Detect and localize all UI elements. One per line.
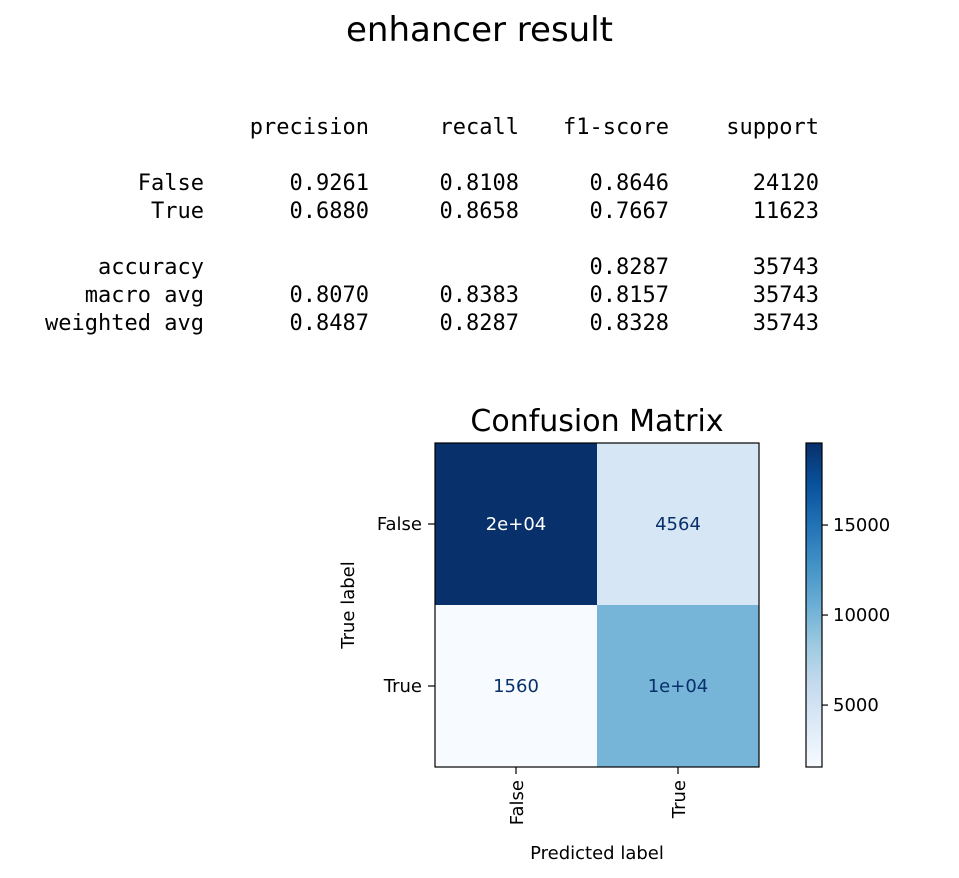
report-cell: 0.6880	[289, 199, 369, 224]
x-axis-label: Predicted label	[530, 843, 664, 864]
colorbar	[805, 442, 823, 768]
cell-value-label: 1e+04	[648, 676, 709, 697]
report-cell: 11623	[752, 199, 819, 224]
report-cell: 0.7667	[589, 199, 669, 224]
report-row-label: accuracy	[98, 255, 204, 280]
report-header-cell: recall	[439, 115, 519, 140]
figure-title: enhancer result	[346, 10, 613, 50]
report-cell: 0.8383	[439, 283, 519, 308]
report-row: True 0.6880 0.8658 0.7667 11623	[0, 199, 959, 227]
report-cell: 0.8287	[439, 311, 519, 336]
report-cell: 0.8070	[289, 283, 369, 308]
report-cell: 24120	[752, 171, 819, 196]
y-tick-label: False	[377, 514, 422, 535]
x-tick-label: True	[669, 780, 690, 819]
report-header-cell: support	[726, 115, 819, 140]
report-cell: 0.9261	[289, 171, 369, 196]
report-cell: 0.8487	[289, 311, 369, 336]
report-cell: 0.8287	[589, 255, 669, 280]
heatmap-cell	[597, 443, 759, 605]
report-cell: 0.8108	[439, 171, 519, 196]
colorbar-tick-label: 10000	[833, 605, 890, 626]
report-row-label: False	[137, 171, 204, 196]
report-row: False 0.9261 0.8108 0.8646 24120	[0, 171, 959, 199]
cell-value-label: 2e+04	[486, 514, 547, 535]
report-cell: 0.8658	[439, 199, 519, 224]
report-cell: 0.8646	[589, 171, 669, 196]
report-cell: 35743	[752, 283, 819, 308]
heatmap-cell	[435, 443, 597, 605]
plot-frame	[434, 442, 760, 768]
report-cell: 0.8157	[589, 283, 669, 308]
report-cell: 35743	[752, 255, 819, 280]
report-header-row: precision recall f1-score support	[0, 115, 959, 143]
chart-title: Confusion Matrix	[470, 404, 723, 439]
heatmap-cell	[435, 605, 597, 767]
y-axis-label: True label	[338, 561, 359, 650]
colorbar-tick-label: 15000	[833, 515, 890, 536]
colorbar-tick-label: 5000	[833, 695, 879, 716]
report-header-cell: precision	[249, 115, 369, 140]
report-cell: 35743	[752, 311, 819, 336]
report-row-label: macro avg	[84, 283, 204, 308]
report-row: weighted avg 0.8487 0.8287 0.8328 35743	[0, 311, 959, 339]
report-row: accuracy 0.8287 35743	[0, 255, 959, 283]
report-cell: 0.8328	[589, 311, 669, 336]
x-tick-label: False	[507, 780, 528, 825]
cell-value-label: 4564	[655, 514, 701, 535]
y-tick-label: True	[383, 676, 422, 697]
report-header-cell: f1-score	[563, 115, 669, 140]
report-row: macro avg 0.8070 0.8383 0.8157 35743	[0, 283, 959, 311]
report-row-label: weighted avg	[45, 311, 204, 336]
cell-value-label: 1560	[493, 676, 539, 697]
heatmap-cell	[597, 605, 759, 767]
report-row-label: True	[151, 199, 204, 224]
